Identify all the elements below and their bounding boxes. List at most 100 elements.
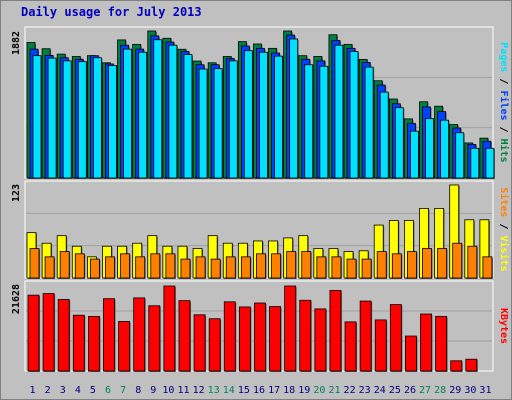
kbytes-bar (269, 306, 281, 372)
day-tick-label: 13 (208, 385, 220, 396)
pages-bar (470, 147, 480, 179)
pages-bar (108, 65, 117, 179)
pages-bar (349, 51, 359, 179)
kbytes-bar (329, 290, 342, 372)
kbytes-bar (223, 301, 236, 372)
kbytes-bar (389, 304, 402, 372)
legend-separator: / (498, 217, 509, 235)
sites-bar (120, 253, 130, 279)
kbytes-bar (163, 285, 176, 372)
sites-bar (210, 258, 221, 279)
pages-bar (440, 119, 450, 179)
kbytes-bar (178, 300, 191, 372)
day-tick-label: 6 (105, 385, 111, 396)
day-tick-label: 11 (177, 385, 189, 396)
sites-bar (89, 258, 100, 279)
legend-entry: KBytes (498, 308, 509, 344)
pages-bar (274, 55, 283, 179)
visits-max-label: 123 (11, 184, 22, 202)
pages-bar (77, 61, 87, 179)
pages-bar (410, 130, 419, 179)
hits-legend: Pages / Files / Hits (498, 42, 510, 162)
day-tick-label: 31 (479, 385, 491, 396)
sites-bar (105, 256, 115, 279)
sites-bar (225, 256, 236, 279)
sites-bar (422, 248, 432, 279)
sites-bar (452, 242, 463, 279)
sites-bar (437, 248, 448, 279)
sites-bar (240, 256, 251, 279)
kbytes-bar (405, 335, 417, 372)
kbytes-bar (87, 315, 100, 372)
day-tick-label: 26 (404, 385, 416, 396)
pages-bar (62, 60, 72, 179)
sites-bar (180, 258, 191, 279)
kbytes-bar (420, 313, 432, 372)
day-tick-label: 8 (135, 385, 141, 396)
pages-bar (289, 38, 299, 179)
sites-bar (376, 251, 387, 279)
sites-bar (59, 251, 70, 279)
sites-bar (467, 245, 478, 279)
pages-bar (379, 91, 389, 179)
pages-bar (259, 51, 268, 179)
sites-bar (301, 251, 312, 279)
kbytes-bar (208, 318, 221, 372)
day-tick-label: 22 (344, 385, 356, 396)
sites-bar (391, 253, 402, 279)
pages-bar (334, 44, 344, 179)
day-tick-label: 30 (464, 385, 476, 396)
visits-legend: Sites / Visits (498, 187, 510, 271)
day-tick-label: 16 (253, 385, 265, 396)
day-tick-label: 10 (162, 385, 174, 396)
day-tick-label: 9 (150, 385, 156, 396)
pages-bar (123, 48, 132, 179)
kbytes-bar (42, 293, 55, 372)
day-tick-label: 25 (389, 385, 401, 396)
kbytes-bar (435, 315, 448, 372)
day-tick-label: 18 (283, 385, 295, 396)
kbytes-bar (133, 297, 146, 372)
legend-entry: Sites (498, 187, 510, 217)
kbytes-bar (374, 319, 387, 372)
day-tick-label: 21 (328, 385, 340, 396)
pages-bar (304, 64, 314, 179)
pages-bar (47, 57, 57, 179)
sites-bar (44, 256, 55, 279)
legend-separator: / (498, 72, 509, 90)
kbytes-bar (344, 321, 357, 372)
day-tick-label: 4 (75, 385, 81, 396)
kbytes-bar (238, 306, 251, 372)
day-tick-label: 29 (449, 385, 461, 396)
pages-bar (183, 54, 193, 179)
kbytes-bar (118, 321, 130, 372)
pages-bar (198, 68, 208, 179)
kbytes-bar (27, 294, 40, 372)
kbytes-bar (254, 302, 266, 372)
day-tick-label: 27 (419, 385, 431, 396)
day-tick-label: 23 (359, 385, 371, 396)
kbytes-bar (359, 300, 372, 372)
kbytes-bar (72, 314, 85, 372)
pages-bar (319, 65, 329, 179)
day-tick-label: 28 (434, 385, 446, 396)
day-tick-label: 3 (60, 385, 66, 396)
pages-bar (364, 66, 374, 179)
kbytes-bar (103, 298, 115, 372)
pages-bar (228, 60, 238, 179)
sites-bar (271, 253, 281, 279)
legend-entry: Files (498, 90, 510, 120)
pages-bar (32, 55, 42, 179)
page-title: Daily usage for July 2013 (21, 5, 202, 19)
sites-bar (150, 253, 161, 279)
kbytes-bar (465, 358, 478, 372)
kbytes-bar (284, 285, 297, 372)
day-tick-label: 15 (238, 385, 250, 396)
pages-bar (243, 50, 253, 179)
legend-separator: / (498, 121, 509, 139)
kbytes-bar (57, 299, 70, 372)
kbytes-bar (148, 305, 161, 372)
pages-bar (153, 39, 163, 179)
sites-bar (165, 253, 176, 279)
